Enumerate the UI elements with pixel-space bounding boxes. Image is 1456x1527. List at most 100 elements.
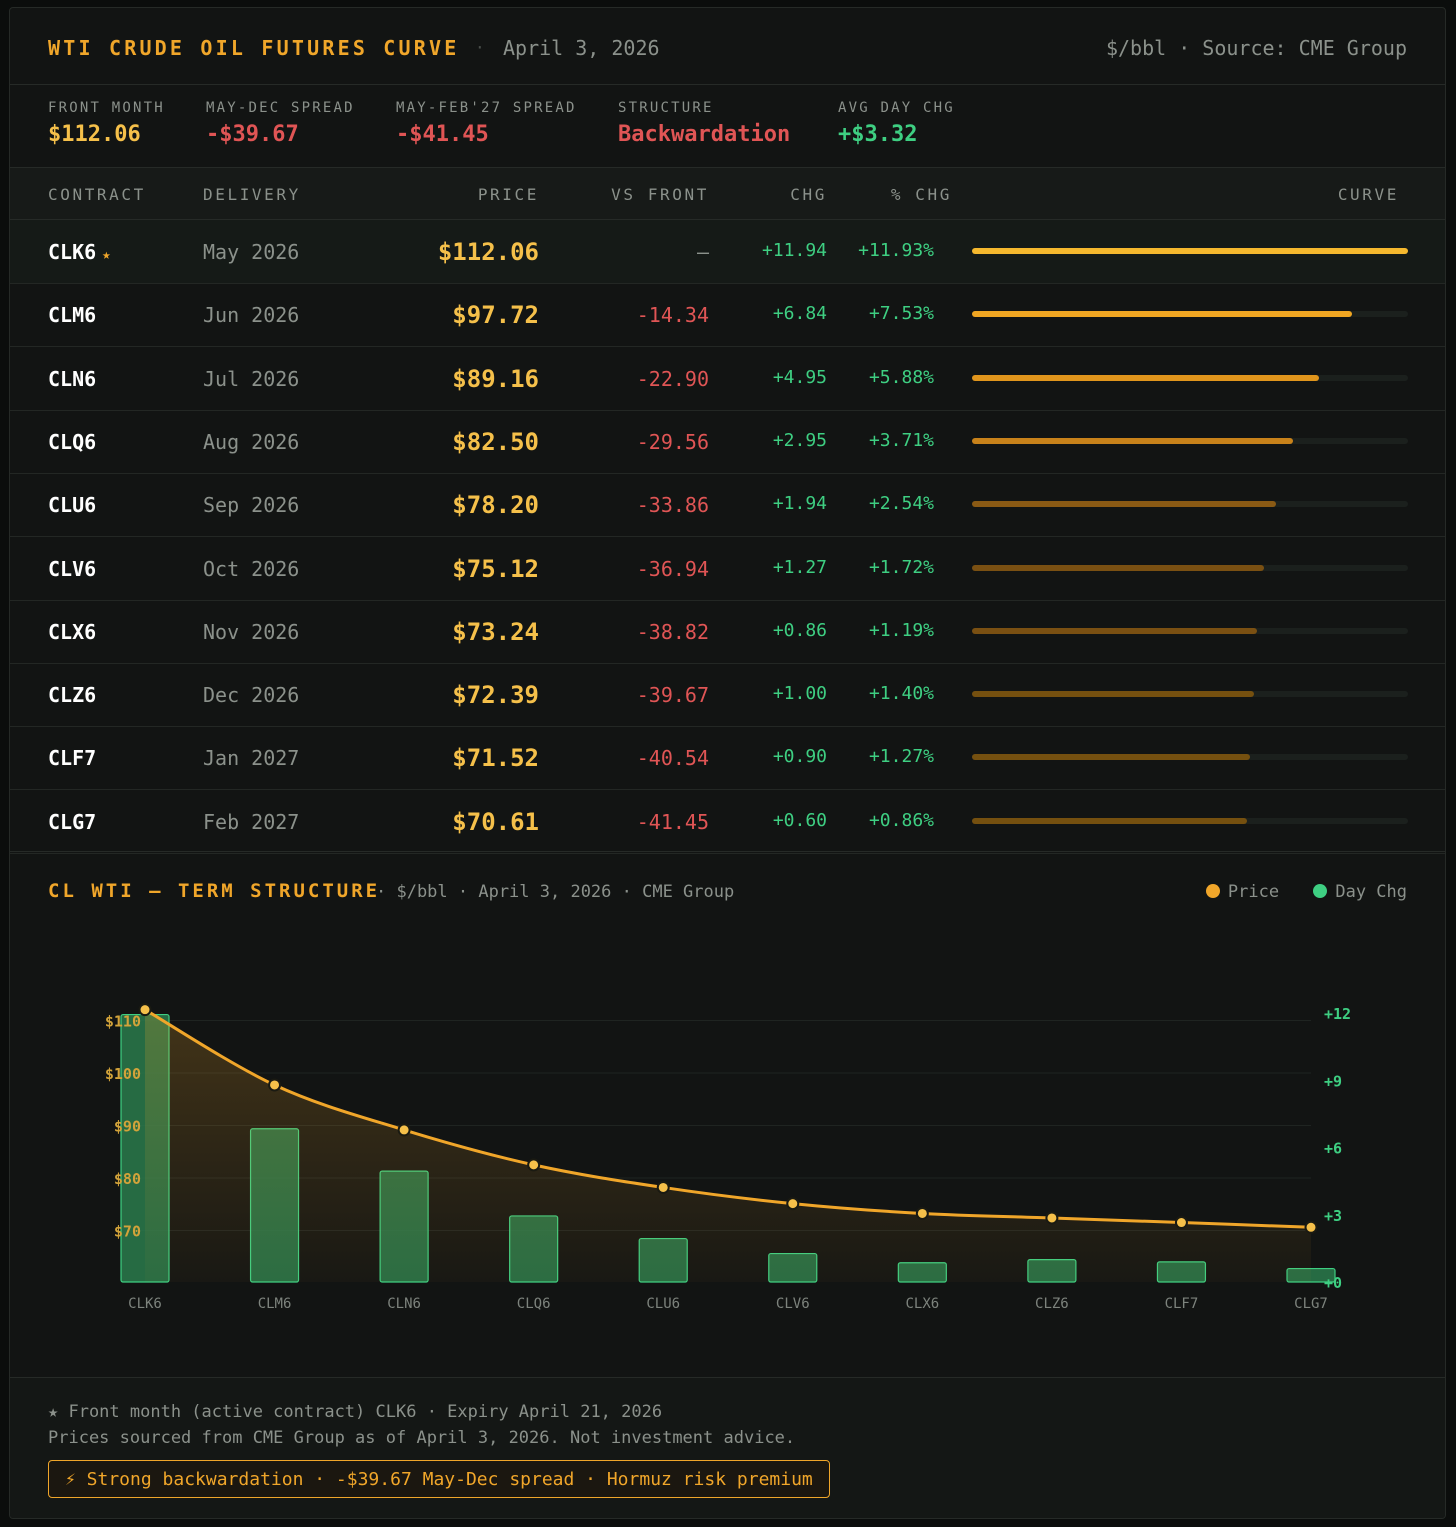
day-change: +0.86 [772,619,827,641]
table-row[interactable]: CLM6 Jun 2026 $97.72 -14.34 +6.84 +7.53% [10,283,1445,348]
contract-price: $97.72 [452,301,539,330]
pct-change: +1.40% [868,683,934,705]
curve-bar-fill [972,564,1265,571]
col-vs-front[interactable]: VS FRONT [611,185,709,204]
backwardation-badge: ⚡ Strong backwardation · -$39.67 May-Dec… [48,1460,830,1498]
table-row[interactable]: CLU6 Sep 2026 $78.20 -33.86 +1.94 +2.54% [10,473,1445,538]
stats-bar: FRONT MONTH $112.06 MAY-DEC SPREAD -$39.… [10,84,1445,168]
contract-price: $73.24 [452,617,539,646]
price-point [397,1123,411,1137]
price-point [1045,1211,1059,1225]
stat-label: FRONT MONTH [48,100,165,116]
price-line [144,1008,1312,1229]
table-row[interactable]: CLX6 Nov 2026 $73.24 -38.82 +0.86 +1.19% [10,600,1445,664]
stat-label: AVG DAY CHG [838,100,955,116]
day-change: +4.95 [772,366,827,388]
y-tick-label-right: +12 [1324,1005,1351,1023]
stat-value: $112.06 [48,122,141,147]
contract-price: $112.06 [437,238,539,266]
col-delivery[interactable]: DELIVERY [203,185,301,204]
contract-code: CLF7 [48,746,97,771]
day-change: +6.84 [772,303,827,325]
table-row[interactable]: CLV6 Oct 2026 $75.12 -36.94 +1.27 +1.72% [10,537,1445,601]
curve-bar-track [972,564,1408,571]
stat-label: MAY-DEC SPREAD [206,100,355,116]
price-area [145,1009,1311,1282]
x-tick-label: CLM6 [258,1296,292,1312]
y-tick-label-right: +6 [1324,1140,1342,1158]
x-tick-label: CLF7 [1165,1296,1199,1312]
stat-value: -$41.45 [396,122,489,147]
col-price[interactable]: PRICE [477,185,539,204]
price-point [138,1003,152,1017]
pct-change: +1.27% [868,746,934,768]
stat-label: STRUCTURE [618,100,714,116]
header-date: April 3, 2026 [503,36,660,60]
pct-change: +1.19% [868,619,934,641]
col-chg[interactable]: CHG [790,185,827,204]
price-point [915,1206,929,1220]
price-point [656,1180,670,1194]
vs-front-spread: -33.86 [636,493,709,518]
table-row[interactable]: CLG7 Feb 2027 $70.61 -41.45 +0.60 +0.86% [10,790,1445,854]
curve-bar-track [972,691,1408,698]
table-row[interactable]: CLN6 Jul 2026 $89.16 -22.90 +4.95 +5.88% [10,347,1445,411]
curve-bar-track [972,501,1408,508]
delivery-month: Nov 2026 [203,619,300,644]
futures-panel: WTI CRUDE OIL FUTURES CURVE · April 3, 2… [9,7,1446,1519]
table-row[interactable]: CLF7 Jan 2027 $71.52 -40.54 +0.90 +1.27% [10,726,1445,791]
header: WTI CRUDE OIL FUTURES CURVE · April 3, 2… [10,8,1445,85]
contract-code: CLQ6 [48,429,97,454]
legend-item-price: Price [1205,882,1279,902]
day-change: +1.94 [772,493,827,515]
stat-may-feb-spread: MAY-FEB'27 SPREAD -$41.45 [396,100,577,147]
page-title: WTI CRUDE OIL FUTURES CURVE [48,36,460,60]
curve-bar-track [972,437,1408,444]
x-tick-label: CLG7 [1294,1296,1328,1312]
vs-front-spread: -39.67 [636,683,709,708]
unit-source: $/bbl · Source: CME Group [1105,36,1407,60]
y-tick-label-right: +3 [1324,1207,1342,1225]
curve-bar-fill [972,501,1277,508]
col-contract[interactable]: CONTRACT [48,185,146,204]
price-point [1304,1220,1318,1234]
day-change: +0.90 [772,746,827,768]
pct-change: +0.86% [868,809,934,831]
price-point [786,1197,800,1211]
x-tick-label: CLV6 [776,1296,810,1312]
x-tick-label: CLU6 [646,1296,680,1312]
pct-change: +3.71% [868,429,934,451]
table-row[interactable]: CLQ6 Aug 2026 $82.50 -29.56 +2.95 +3.71% [10,410,1445,474]
stat-value: Backwardation [618,122,791,147]
curve-bar-fill [972,754,1251,761]
contract-code: CLV6 [48,556,97,581]
pct-change: +5.88% [868,366,934,388]
stat-front-month: FRONT MONTH $112.06 [48,100,165,147]
contract-code: CLM6 [48,303,97,328]
col-pct-chg[interactable]: % CHG [890,185,952,204]
price-point [1174,1216,1188,1230]
legend-swatch-price [1205,884,1220,898]
term-structure-section: CL WTI — TERM STRUCTURE · $/bbl · April … [10,851,1445,1378]
stat-value: +$3.32 [838,122,918,147]
col-curve: CURVE [1337,185,1399,204]
contract-price: $70.61 [452,807,539,836]
contract-price: $78.20 [452,491,539,520]
vs-front-spread: -38.82 [636,619,709,644]
contract-price: $89.16 [452,364,539,393]
curve-bar-fill [972,691,1254,698]
table-row[interactable]: CLK6 ★ May 2026 $112.06 — +11.94 +11.93% [10,220,1445,284]
contract-price: $75.12 [452,554,539,583]
pct-change: +1.72% [868,556,934,578]
legend-label: Day Chg [1335,882,1407,902]
curve-bar-fill [972,627,1257,634]
table-row[interactable]: CLZ6 Dec 2026 $72.39 -39.67 +1.00 +1.40% [10,663,1445,728]
x-tick-label: CLQ6 [517,1296,551,1312]
chart-title: CL WTI — TERM STRUCTURE [48,880,381,902]
y-tick-label-left: $90 [114,1118,141,1136]
curve-bar-track [972,248,1408,254]
footer: ★ Front month (active contract) CLK6 · E… [10,1377,1445,1518]
delivery-month: Jun 2026 [203,303,300,328]
delivery-month: Jul 2026 [203,366,300,391]
delivery-month: Oct 2026 [203,556,300,581]
